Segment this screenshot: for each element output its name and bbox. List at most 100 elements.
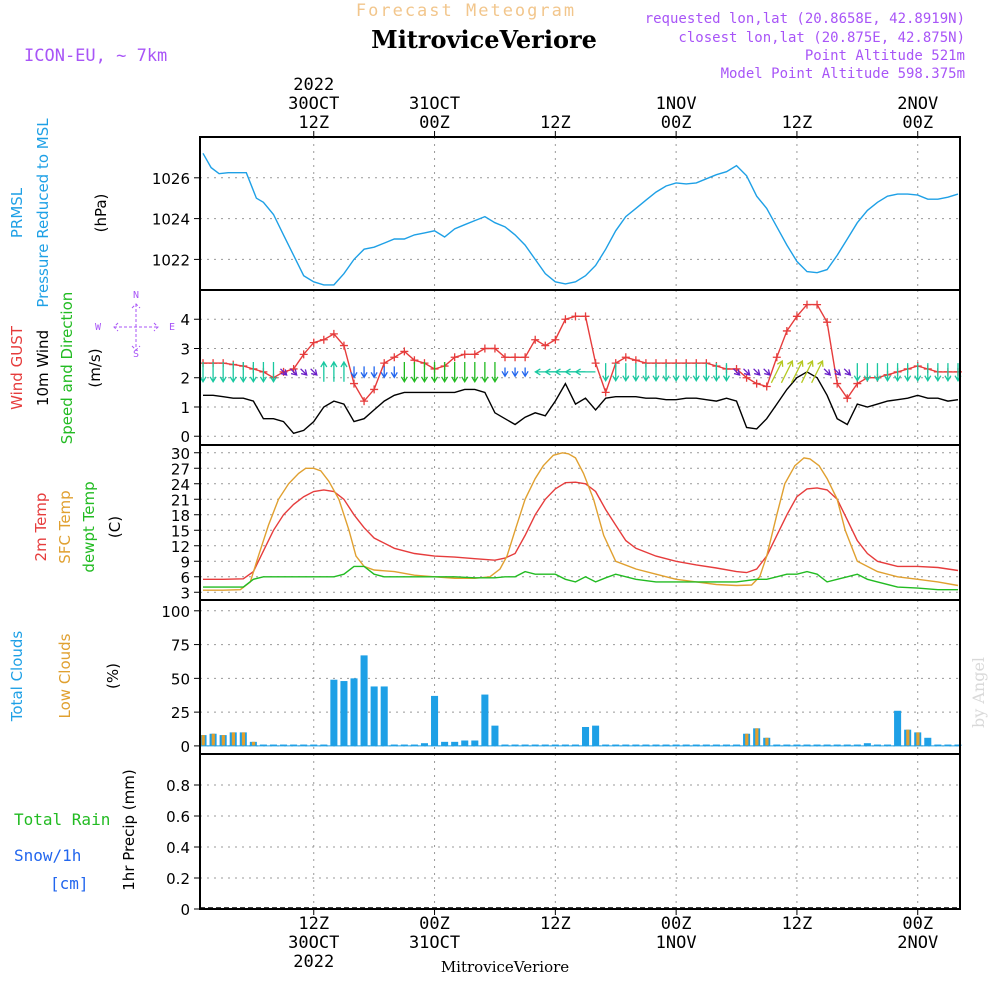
gust-marker: [380, 359, 389, 368]
wind-arrow: [602, 363, 610, 382]
closest-coords: closest lon,lat (20.875E, 42.875N): [678, 30, 965, 46]
wind-arrow: [924, 363, 932, 382]
top-time-label: 00Z: [419, 113, 450, 133]
cloud-bar-total: [551, 744, 559, 746]
point-altitude: Point Altitude 521m: [805, 48, 965, 64]
y-tick-label: 1024: [152, 211, 190, 229]
cloud-bar-total: [290, 744, 298, 746]
compass-s: S: [133, 349, 139, 360]
series-line: [203, 371, 959, 435]
series-line: [203, 565, 958, 591]
cloud-bar-total: [350, 678, 358, 746]
wind-arrow: [574, 368, 596, 376]
panel-label: 2m Temp: [32, 493, 50, 562]
cloud-bar-total: [370, 686, 378, 746]
wind-arrow: [833, 368, 842, 376]
wind-arrow: [873, 363, 882, 382]
wind-arrow: [340, 360, 348, 382]
panel-label: (m/s): [86, 348, 104, 387]
panel-label: dewpt Temp: [80, 481, 98, 572]
cloud-bar-total: [833, 744, 841, 746]
cloud-bar-total: [471, 740, 479, 746]
top-time-label: 00Z: [902, 113, 933, 133]
wind-arrow: [732, 368, 741, 376]
bottom-time-label: 12Z: [540, 914, 571, 934]
wind-arrow: [420, 361, 429, 384]
wind-arrow: [481, 361, 489, 384]
wind-arrow: [612, 363, 620, 382]
wind-arrow: [914, 363, 922, 382]
panel-pressure: 1022 1024 1026 PRMSL Pressure Reduced to MSL…: [8, 118, 961, 308]
gust-marker: [490, 344, 499, 353]
gust-marker: [551, 335, 560, 344]
gust-marker: [480, 344, 489, 353]
wind-arrow: [471, 361, 479, 384]
cloud-bar-total: [712, 744, 720, 746]
cloud-bar-total: [561, 744, 569, 746]
y-tick-label: 0: [180, 428, 190, 446]
cloud-bar-total: [511, 744, 519, 746]
y-tick-label: 75: [171, 637, 190, 655]
top-time-label: 2022: [293, 75, 334, 95]
wind-arrow: [511, 367, 519, 378]
y-tick-label: 3: [180, 584, 190, 602]
wind-arrow: [259, 361, 267, 384]
bottom-time-label: 00Z: [661, 914, 692, 934]
gust-marker: [360, 397, 369, 406]
precip-rain-label: Total Rain: [14, 810, 110, 829]
wind-arrow: [672, 363, 680, 382]
wind-arrow: [269, 361, 278, 384]
wind-arrow: [199, 361, 207, 384]
cloud-bar-total: [722, 744, 730, 746]
cloud-bar-total: [481, 694, 489, 746]
wind-arrow: [770, 359, 784, 384]
y-tick-label: 3: [180, 340, 190, 358]
gust-marker: [541, 341, 550, 350]
wind-arrow: [451, 361, 459, 384]
cloud-bar-low: [211, 733, 215, 746]
cloud-bar-total: [330, 679, 338, 746]
panel-label: PRMSL: [8, 187, 26, 238]
gust-marker: [299, 350, 308, 359]
panel-label: Pressure Reduced to MSL: [34, 118, 52, 308]
bottom-time-label: 00Z: [419, 914, 450, 934]
wind-arrow: [944, 363, 952, 382]
bottom-time-label: 2022: [293, 952, 334, 972]
cloud-bar-total: [702, 744, 710, 746]
top-time-label: 2NOV: [897, 94, 938, 114]
cloud-bar-total: [431, 695, 439, 746]
gust-marker: [309, 338, 318, 347]
y-tick-label: 12: [171, 538, 190, 556]
gust-marker: [823, 318, 832, 327]
y-tick-label: 24: [171, 476, 190, 494]
wind-arrow: [280, 368, 288, 376]
wind-arrow: [743, 368, 751, 376]
wind-arrow: [380, 366, 388, 379]
cloud-bar-total: [521, 744, 529, 746]
wind-arrow: [863, 363, 871, 382]
cloud-bar-low: [916, 732, 920, 746]
cloud-bar-total: [501, 744, 509, 746]
cloud-bar-total: [531, 744, 539, 746]
cloud-bar-total: [390, 744, 398, 746]
subtitle: Forecast Meteogram: [356, 1, 576, 21]
compass-e: E: [169, 322, 175, 333]
wind-arrow: [239, 361, 247, 384]
series-line: [202, 152, 959, 286]
wind-arrow: [763, 368, 771, 376]
wind-arrow: [800, 359, 814, 384]
gust-marker: [511, 353, 520, 362]
panel-label: 10m Wind: [34, 330, 52, 406]
cloud-bar-total: [310, 744, 318, 746]
y-tick-label: 4: [180, 311, 190, 329]
wind-arrow: [790, 359, 804, 384]
gust-marker: [370, 385, 379, 394]
wind-arrow: [461, 361, 469, 384]
wind-arrow: [853, 363, 861, 382]
cloud-bar-total: [944, 744, 952, 746]
gust-marker: [571, 312, 580, 321]
cloud-bar-low: [251, 741, 256, 746]
gust-marker: [390, 353, 399, 362]
wind-arrow: [780, 359, 794, 384]
